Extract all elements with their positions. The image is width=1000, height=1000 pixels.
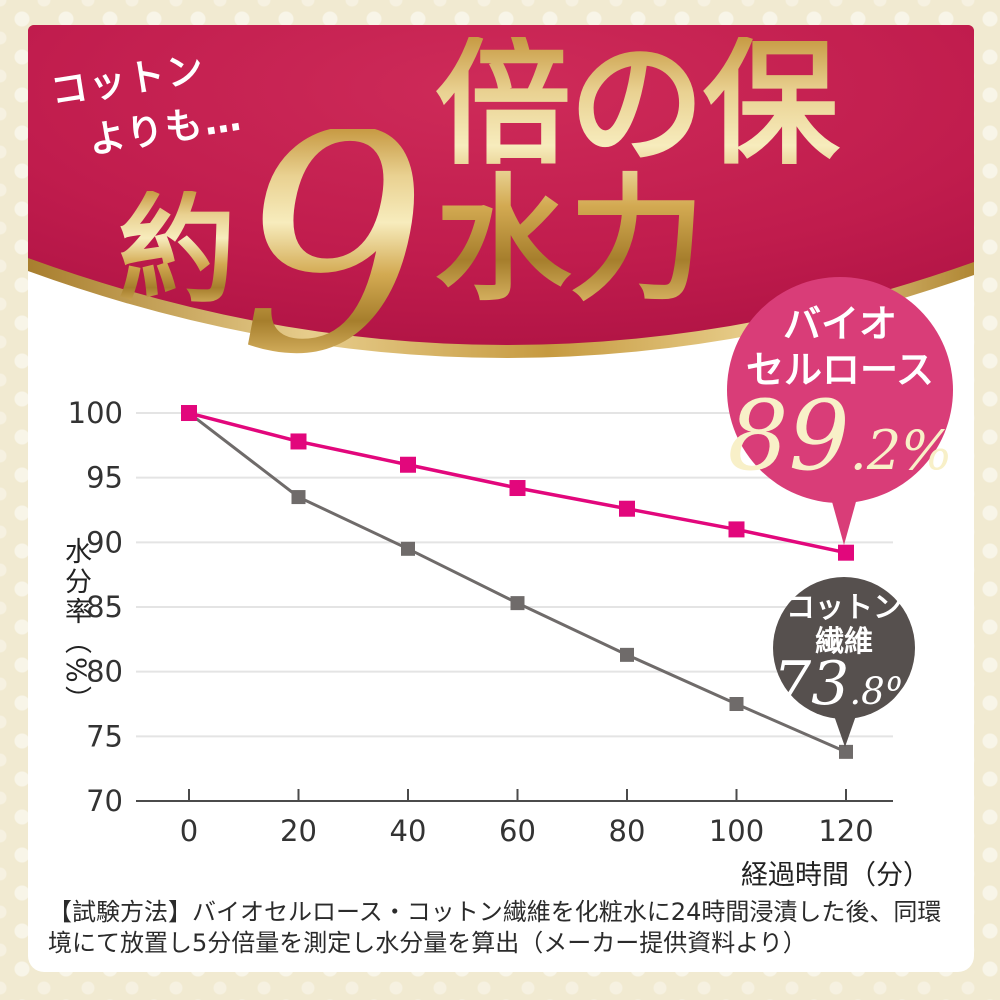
banner-title: 約 9 倍の保水力 <box>90 37 960 396</box>
marker-コットン繊維-100 <box>729 697 744 712</box>
x-tick-label: 100 <box>709 814 764 848</box>
marker-コットン繊維-80 <box>620 647 634 662</box>
callout-bio-value: 89.2% <box>727 388 953 484</box>
y-tick-label: 75 <box>86 719 123 753</box>
content-card: コットン よりも… 約 9 倍の保水力 70 75 80 85 90 95 100 0 20 40… <box>28 25 974 972</box>
marker-コットン繊維-40 <box>401 541 415 556</box>
callout-bio-value-main: 89 <box>727 379 850 492</box>
callout-cotton-label-line1: コットン <box>785 590 902 624</box>
banner-title-number: 9 <box>238 71 429 420</box>
callout-bio-label-line2: セルロース <box>745 348 935 393</box>
header-banner: コットン よりも… 約 9 倍の保水力 <box>28 25 974 445</box>
x-tick-label: 120 <box>818 814 873 848</box>
banner-title-prefix: 約 <box>118 181 237 319</box>
y-tick-label: 80 <box>86 655 123 689</box>
x-tick-label: 80 <box>609 814 646 848</box>
marker-バイオセルロース-120 <box>838 544 854 561</box>
marker-バイオセルロース-0 <box>181 405 197 422</box>
marker-コットン繊維-120 <box>839 744 853 759</box>
x-axis-title: 経過時間（分） <box>741 860 930 891</box>
callout-cotton-label-line2: 繊維 <box>814 624 873 659</box>
marker-コットン繊維-60 <box>510 596 525 611</box>
banner-title-suffix: 倍の保水力 <box>435 37 960 309</box>
callout-bio-value-sub: .2% <box>849 418 953 482</box>
marker-バイオセルロース-40 <box>400 456 416 473</box>
marker-バイオセルロース-100 <box>728 521 745 538</box>
line-chart: 70 75 80 85 90 95 100 0 20 40 60 80 100 120 <box>68 396 893 848</box>
x-tick-label: 40 <box>390 814 427 848</box>
marker-コットン繊維-20 <box>291 490 306 505</box>
y-tick-label: 90 <box>86 525 123 559</box>
callout-cotton: コットン 繊維 73.8% <box>773 577 920 747</box>
marker-バイオセルロース-60 <box>509 480 526 497</box>
y-tick-label: 85 <box>86 590 123 624</box>
callout-cotton-value-main: 73 <box>773 649 850 720</box>
callout-bio-cellulose: バイオ セルロース 89.2% <box>727 277 953 545</box>
marker-バイオセルロース-80 <box>619 500 635 517</box>
callout-bio-label: バイオ セルロース <box>727 301 953 394</box>
x-tick-label: 20 <box>280 814 317 848</box>
banner-crimson-shape <box>28 25 974 346</box>
y-tick-label: 70 <box>86 784 123 818</box>
test-method-footnote: 【試験方法】バイオセルロース・コットン繊維を化粧水に24時間浸漬した後、同環境に… <box>48 898 942 957</box>
callout-cotton-value-sub: .8% <box>849 670 920 714</box>
y-axis-title: 水分率（%） <box>60 537 91 716</box>
x-tick-label: 0 <box>180 814 198 848</box>
callout-cotton-value: 73.8% <box>773 654 920 714</box>
x-tick-label: 60 <box>499 814 536 848</box>
y-tick-label: 100 <box>68 396 123 430</box>
callout-cotton-label: コットン 繊維 <box>773 590 915 658</box>
marker-バイオセルロース-20 <box>290 433 307 450</box>
banner-background <box>28 25 974 359</box>
y-tick-label: 95 <box>86 461 123 495</box>
callout-bio-label-line1: バイオ <box>782 302 897 346</box>
